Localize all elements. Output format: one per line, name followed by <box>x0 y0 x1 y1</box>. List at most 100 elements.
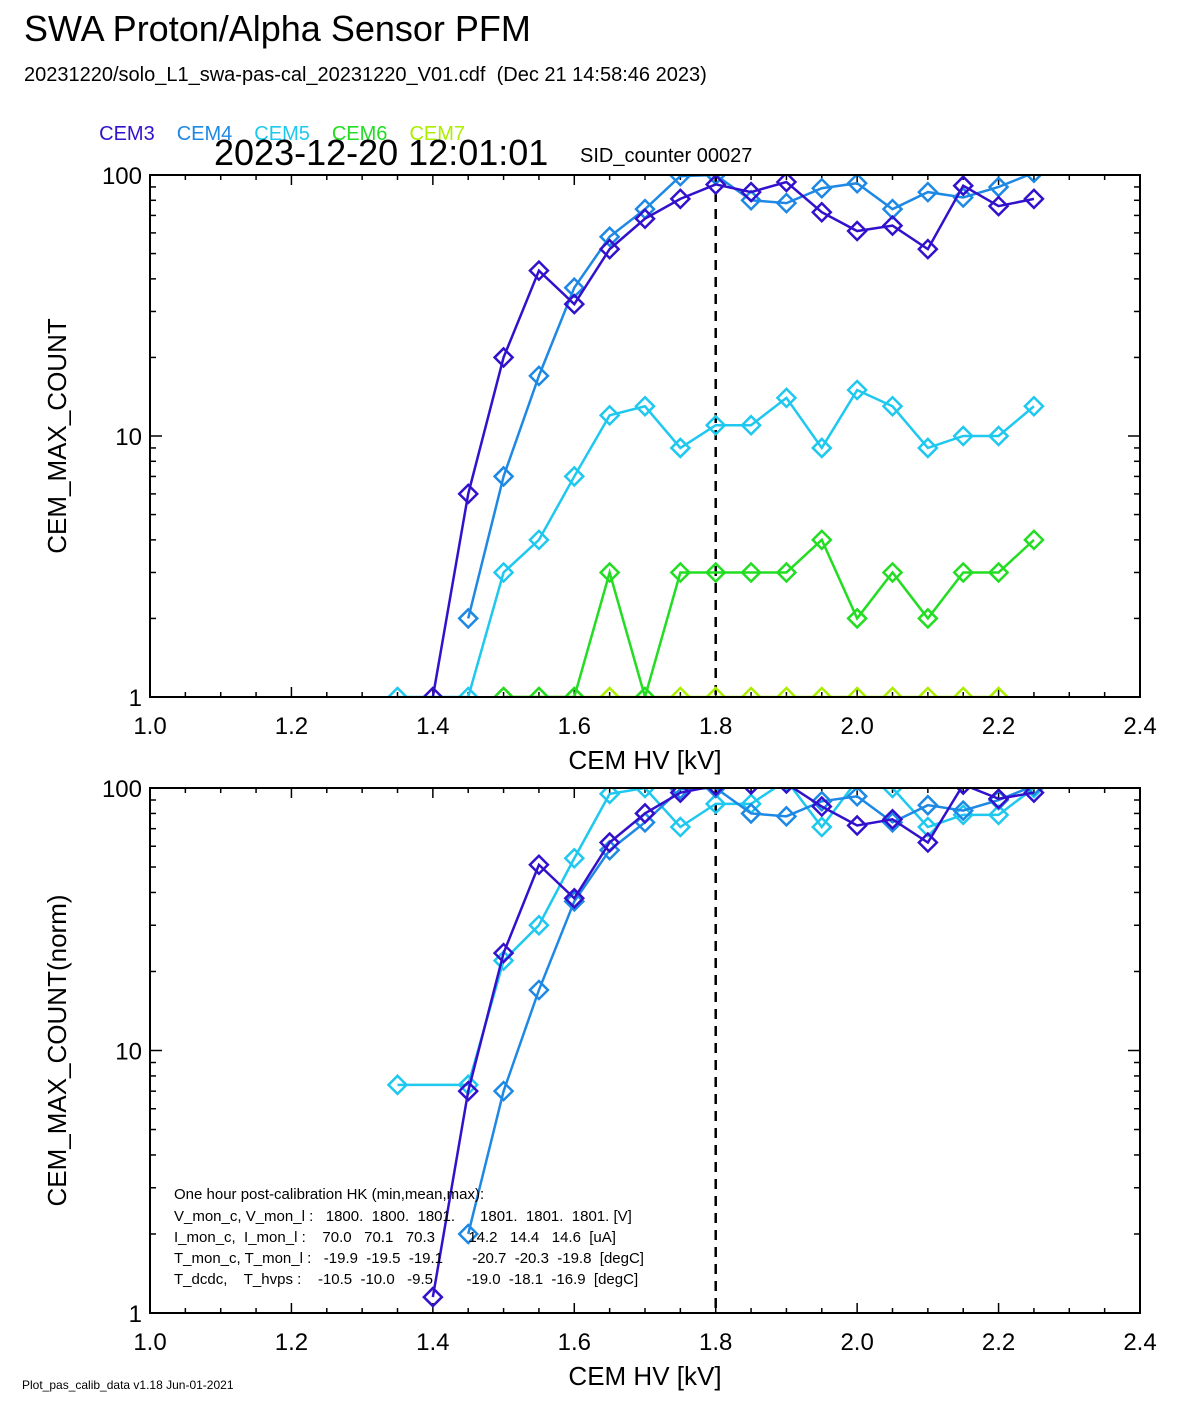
data-point-cem4 <box>740 189 762 212</box>
x-tick-label: 1.8 <box>699 1329 732 1356</box>
chart-title: SWA Proton/Alpha Sensor PFM <box>24 8 531 49</box>
data-point-cem5 <box>386 1074 409 1096</box>
data-point-cem4 <box>775 192 798 214</box>
data-point-cem3 <box>598 831 621 854</box>
data-point-cem6 <box>775 561 798 584</box>
data-point-cem5 <box>987 425 1010 447</box>
data-point-cem3 <box>917 238 939 260</box>
x-axis-label: CEM HV [kV] <box>568 1361 721 1391</box>
data-point-cem3 <box>634 207 656 230</box>
data-point-cem4 <box>952 799 974 822</box>
data-point-cem5 <box>1023 787 1045 799</box>
data-point-cem5 <box>881 787 904 799</box>
data-point-cem4 <box>846 174 868 194</box>
x-tick-label: 2.0 <box>840 713 873 740</box>
data-point-cem5 <box>811 816 833 838</box>
data-point-cem4 <box>598 225 621 248</box>
data-point-cem5 <box>775 387 798 409</box>
series-group <box>386 787 1045 1308</box>
data-point-cem4 <box>704 787 727 799</box>
data-point-cem3 <box>1023 188 1045 210</box>
data-point-cem6 <box>987 561 1010 584</box>
data-point-cem4 <box>811 790 833 813</box>
y-tick-label: 1 <box>129 1301 142 1328</box>
data-point-cem4 <box>846 787 868 808</box>
data-point-cem7 <box>917 686 939 698</box>
legend-item-cem5: CEM5 <box>254 123 310 145</box>
hk-table-title: One hour post-calibration HK (min,mean,m… <box>174 1186 484 1203</box>
data-point-cem5 <box>704 793 727 815</box>
data-point-cem4 <box>775 805 798 828</box>
data-point-cem3 <box>954 787 972 796</box>
data-point-cem7 <box>669 686 692 698</box>
footer-version: Plot_pas_calib_data v1.18 Jun-01-2021 <box>22 1378 234 1392</box>
data-point-cem3 <box>987 195 1010 217</box>
data-point-cem3 <box>669 188 692 210</box>
data-point-cem3 <box>457 483 479 505</box>
data-point-cem5 <box>782 787 791 792</box>
data-point-cem6 <box>740 561 762 584</box>
data-point-cem5 <box>563 465 586 488</box>
file-subtitle: 20231220/solo_L1_swa-pas-cal_20231220_V0… <box>24 64 707 86</box>
data-point-cem5 <box>598 404 621 427</box>
data-point-cem3 <box>740 181 762 203</box>
data-point-cem6 <box>492 686 515 698</box>
data-point-cem3 <box>1023 787 1045 804</box>
plot-frame <box>149 787 1141 1314</box>
data-point-cem3 <box>987 787 1010 810</box>
series-line-cem4 <box>467 174 1035 619</box>
data-point-cem5 <box>853 787 862 792</box>
y-tick-label: 100 <box>102 776 142 803</box>
data-point-cem4 <box>917 181 939 203</box>
data-point-cem4 <box>811 177 833 199</box>
data-point-cem4 <box>492 1080 515 1102</box>
data-point-cem3 <box>422 1286 444 1308</box>
data-point-cem7 <box>598 686 621 698</box>
plot-frame <box>149 174 1141 698</box>
data-point-cem4 <box>457 607 479 630</box>
data-point-cem3 <box>846 814 868 837</box>
hk-table: One hour post-calibration HK (min,mean,m… <box>174 1186 644 1288</box>
sid-counter: SID_counter 00027 <box>580 145 753 167</box>
x-tick-label: 2.4 <box>1123 1329 1156 1356</box>
timestamp: 2023-12-20 12:01:01 <box>214 132 549 173</box>
data-point-cem5 <box>917 437 939 459</box>
data-point-cem4 <box>669 787 692 800</box>
data-point-cem3 <box>457 1080 479 1102</box>
x-tick-label: 1.0 <box>133 713 166 740</box>
hk-table-row: V_mon_c, V_mon_l : 1800. 1800. 1801. 180… <box>174 1208 632 1225</box>
data-point-cem7 <box>775 686 798 698</box>
data-point-cem5 <box>634 787 656 799</box>
data-point-cem6 <box>811 529 833 551</box>
data-point-cem5 <box>881 395 904 418</box>
data-point-cem5 <box>528 914 550 937</box>
data-point-cem7 <box>881 686 904 698</box>
data-point-cem5 <box>634 395 656 418</box>
data-point-cem5 <box>811 437 833 459</box>
data-point-cem5 <box>952 425 974 447</box>
data-point-cem3 <box>704 174 727 196</box>
data-point-cem4 <box>457 1223 479 1245</box>
data-point-cem4 <box>528 979 550 1001</box>
y-tick-label: 10 <box>115 1039 142 1066</box>
data-point-cem5 <box>704 414 727 436</box>
data-point-cem3 <box>669 787 692 804</box>
x-tick-label: 1.0 <box>133 1329 166 1356</box>
x-tick-label: 2.2 <box>982 713 1015 740</box>
data-point-cem3 <box>779 787 794 795</box>
data-point-cem7 <box>704 686 727 698</box>
data-point-cem4 <box>917 794 939 816</box>
hk-table-row: I_mon_c, I_mon_l : 70.0 70.1 70.3 14.2 1… <box>174 1229 616 1246</box>
x-tick-label: 1.4 <box>416 713 449 740</box>
x-tick-label: 1.6 <box>558 713 591 740</box>
data-point-cem6 <box>1023 529 1045 551</box>
data-point-cem5 <box>917 816 939 838</box>
x-tick-label: 1.2 <box>275 1329 308 1356</box>
data-point-cem3 <box>634 802 656 825</box>
x-tick-label: 1.2 <box>275 713 308 740</box>
x-tick-label: 1.4 <box>416 1329 449 1356</box>
data-point-cem6 <box>669 561 692 584</box>
data-point-cem4 <box>740 802 762 825</box>
legend-item-cem6: CEM6 <box>331 123 388 145</box>
data-point-cem3 <box>492 942 515 964</box>
